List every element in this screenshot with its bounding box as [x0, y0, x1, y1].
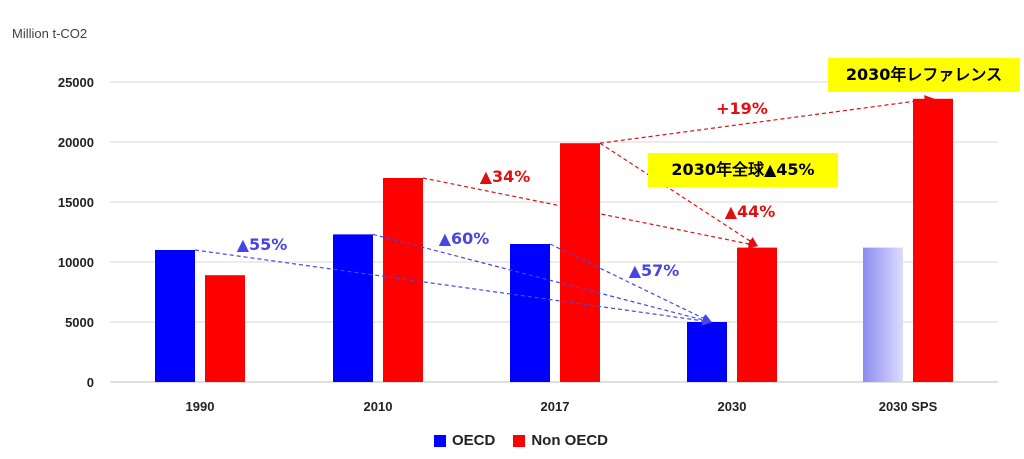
x-tick-label-2017: 2017 [541, 399, 570, 414]
y-tick-label-0: 0 [87, 375, 94, 390]
global-reduction-callout: 2030年全球▲45% [648, 153, 838, 187]
oecd-change-line-2010 [372, 233, 713, 325]
x-tick-label-2030: 2030 [718, 399, 747, 414]
y-tick-label-5000: 5000 [65, 315, 94, 330]
non-oecd-change-label-2017-to-2030: ▲44% [725, 202, 776, 221]
oecd-change-label-2017: ▲57% [629, 261, 680, 280]
bar-non-oecd-2010 [383, 178, 423, 382]
oecd-change-line-1990 [194, 249, 713, 326]
bar-non-oecd-2017 [560, 143, 600, 382]
legend: OECD Non OECD [434, 432, 608, 449]
bar-non-oecd-2030 [737, 247, 777, 382]
legend-swatch-oecd [434, 434, 446, 447]
y-axis-unit-label: Million t-CO2 [12, 26, 88, 41]
bar-non-oecd-1990 [205, 275, 245, 382]
y-tick-label-25000: 25000 [58, 75, 94, 90]
non-oecd-change-label-2010-to-2030: ▲34% [480, 167, 531, 186]
bar-oecd-2017 [510, 244, 550, 382]
x-tick-label-2010: 2010 [364, 399, 393, 414]
oecd-change-line-2017 [549, 243, 713, 323]
oecd-change-label-1990: ▲55% [237, 235, 288, 254]
non-oecd-change-label-2017-to-2030-sps: +19% [716, 99, 768, 118]
legend-item-non-oecd: Non OECD [513, 432, 608, 449]
bar-oecd-2030-sps [863, 247, 903, 382]
legend-item-oecd: OECD [434, 432, 495, 449]
non-oecd-change-line-2017-to-2030 [599, 142, 759, 247]
y-tick-label-20000: 20000 [58, 135, 94, 150]
legend-swatch-non-oecd [513, 434, 526, 447]
y-tick-label-10000: 10000 [58, 255, 94, 270]
reference-callout: 2030年レファレンス [828, 58, 1020, 92]
x-tick-label-2030-sps: 2030 SPS [879, 399, 938, 414]
legend-label-non-oecd: Non OECD [531, 432, 609, 449]
non-oecd-change-line-2010-to-2030 [422, 177, 759, 249]
legend-label-oecd: OECD [452, 432, 496, 449]
bar-oecd-2010 [333, 234, 373, 382]
x-tick-label-1990: 1990 [186, 399, 215, 414]
bar-non-oecd-2030-sps [913, 98, 953, 383]
bar-oecd-2030 [687, 322, 727, 382]
oecd-change-label-2010: ▲60% [439, 229, 490, 248]
y-tick-label-15000: 15000 [58, 195, 94, 210]
bar-oecd-1990 [155, 250, 195, 382]
